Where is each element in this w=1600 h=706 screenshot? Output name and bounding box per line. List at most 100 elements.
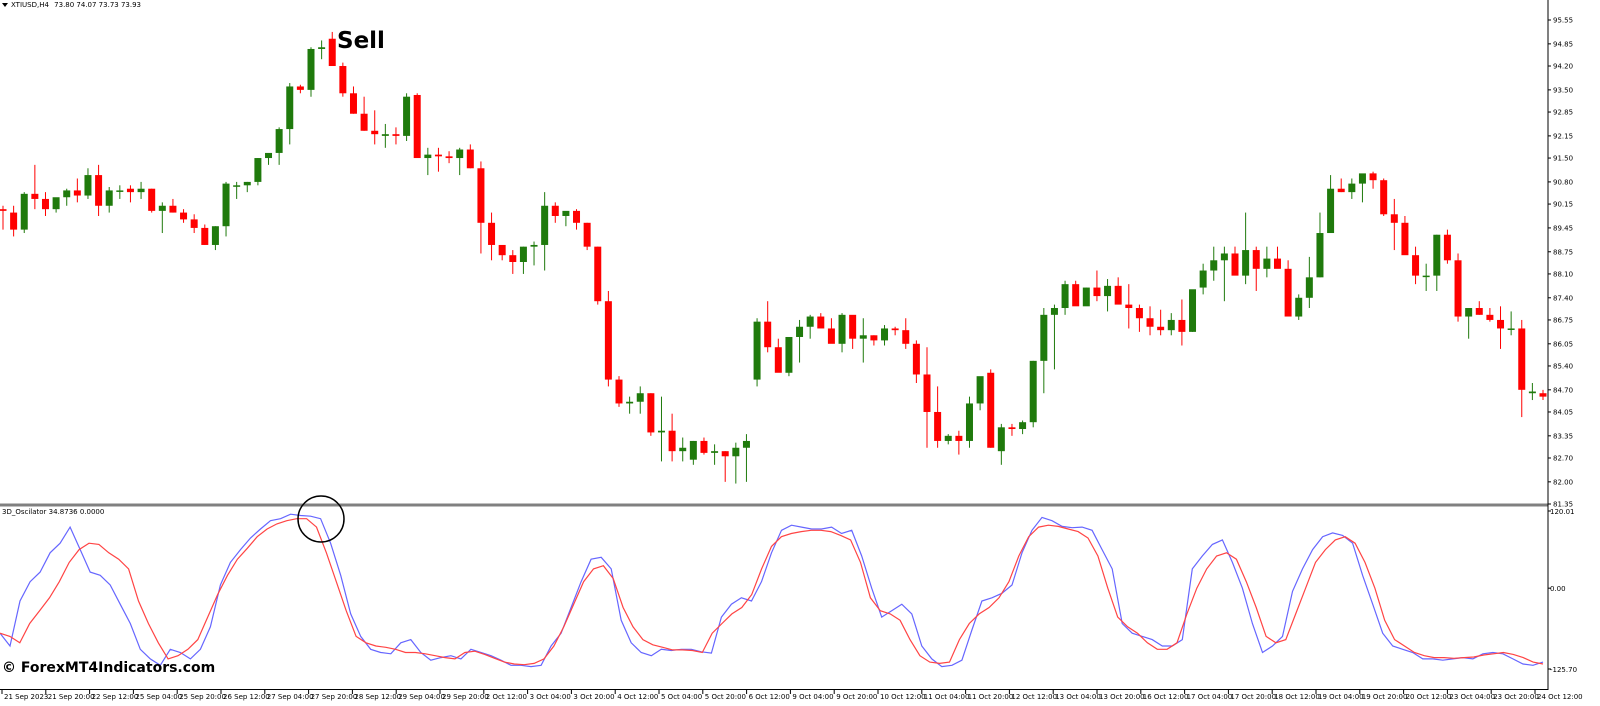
time-tick-label: 23 Oct 04:00: [1449, 693, 1495, 701]
oscillator-lines: [0, 513, 1544, 668]
candle-body: [1114, 285, 1122, 305]
price-tick-label: 88.10: [1553, 270, 1573, 278]
candle-body: [912, 343, 920, 375]
candle-body: [424, 154, 432, 159]
candle-body: [413, 94, 421, 159]
price-tick-label: 86.05: [1553, 340, 1573, 348]
candle-body: [615, 379, 623, 404]
price-tick-label: 88.75: [1553, 248, 1573, 256]
candle-body: [1390, 214, 1398, 223]
candle-body: [488, 222, 496, 245]
candle-body: [148, 188, 156, 211]
candle-body: [721, 451, 729, 457]
time-tick-label: 17 Oct 04:00: [1187, 693, 1233, 701]
candle-body: [403, 96, 411, 136]
time-tick-label: 13 Oct 04:00: [1055, 693, 1101, 701]
candle-body: [371, 130, 379, 135]
candle-body: [838, 314, 846, 344]
candle-body: [211, 226, 219, 245]
time-tick-label: 9 Oct 20:00: [836, 693, 877, 701]
candle-body: [318, 47, 326, 49]
price-tick-label: 83.35: [1553, 432, 1573, 440]
sell-annotation: Sell: [337, 28, 385, 54]
candle-body: [1454, 260, 1462, 317]
price-tick-label: 82.70: [1553, 454, 1573, 462]
candle-body: [1305, 277, 1313, 298]
candle-body: [456, 149, 464, 159]
candle-body: [689, 440, 697, 460]
candle-body: [573, 210, 581, 223]
time-tick-label: 29 Sep 20:00: [442, 693, 489, 701]
oscillator-header: 3D_Oscilator 34.8736 0.0000: [2, 508, 105, 516]
time-tick-label: 25 Sep 20:00: [179, 693, 226, 701]
candle-body: [700, 440, 708, 453]
candle-body: [466, 149, 474, 169]
candle-body: [339, 66, 347, 94]
candle-body: [360, 113, 368, 131]
candle-body: [10, 212, 18, 230]
time-tick-label: 19 Oct 20:00: [1362, 693, 1408, 701]
osc-tick-label: -125.70: [1550, 666, 1577, 674]
candle-body: [1263, 258, 1271, 269]
candle-body: [774, 347, 782, 373]
candle-body: [796, 326, 804, 337]
candle-body: [647, 393, 655, 433]
candle-body: [31, 193, 39, 199]
candle-body: [1093, 287, 1101, 297]
candle-body: [296, 86, 304, 90]
time-tick-label: 6 Oct 12:00: [749, 693, 790, 701]
price-tick-label: 81.35: [1553, 501, 1573, 509]
candle-body: [657, 430, 665, 433]
time-tick-label: 27 Sep 20:00: [311, 693, 358, 701]
candle-body: [1199, 270, 1207, 288]
candle-body: [1167, 319, 1175, 331]
candle-body: [1443, 234, 1451, 261]
price-tick-label: 91.50: [1553, 155, 1573, 163]
candle-body: [732, 447, 740, 457]
candle-body: [1252, 250, 1260, 269]
price-tick-label: 86.75: [1553, 316, 1573, 324]
time-tick-label: 29 Sep 04:00: [398, 693, 445, 701]
candle-body: [668, 430, 676, 452]
time-tick-label: 18 Oct 12:00: [1274, 693, 1320, 701]
candle-body: [1337, 188, 1345, 193]
candle-body: [870, 335, 878, 341]
candle-body: [477, 168, 485, 223]
time-tick-label: 22 Sep 12:00: [92, 693, 139, 701]
candle-body: [519, 246, 527, 262]
candle-body: [1507, 328, 1515, 330]
time-tick-label: 10 Oct 12:00: [880, 693, 926, 701]
candle-body: [137, 188, 145, 193]
candle-body: [976, 376, 984, 404]
time-tick-label: 2 Oct 12:00: [486, 693, 527, 701]
candle-body: [562, 210, 570, 216]
price-tick-label: 84.05: [1553, 408, 1573, 416]
candle-body: [1072, 284, 1080, 307]
candle-body: [1327, 188, 1335, 234]
candle-body: [1369, 173, 1377, 181]
candle-body: [541, 205, 549, 245]
candle-body: [434, 154, 442, 157]
time-tick-label: 3 Oct 04:00: [530, 693, 571, 701]
candle-body: [604, 301, 612, 380]
candle-body: [1178, 319, 1186, 332]
candle-body: [551, 205, 559, 216]
time-tick-label: 3 Oct 20:00: [573, 693, 614, 701]
candle-body: [679, 447, 687, 452]
candle-body: [1273, 258, 1281, 269]
candle-body: [902, 330, 910, 344]
candle-body: [1295, 297, 1303, 317]
candle-body: [891, 328, 899, 331]
candle-body: [1358, 173, 1366, 184]
dropdown-triangle-icon[interactable]: [2, 3, 8, 7]
time-tick-label: 17 Oct 20:00: [1230, 693, 1276, 701]
candle-body: [73, 190, 81, 196]
candle-body: [1050, 308, 1058, 315]
candle-body: [955, 435, 963, 441]
candle-body: [509, 255, 517, 262]
osc-tick-label: 120.01: [1550, 508, 1575, 516]
candle-body: [105, 190, 113, 206]
